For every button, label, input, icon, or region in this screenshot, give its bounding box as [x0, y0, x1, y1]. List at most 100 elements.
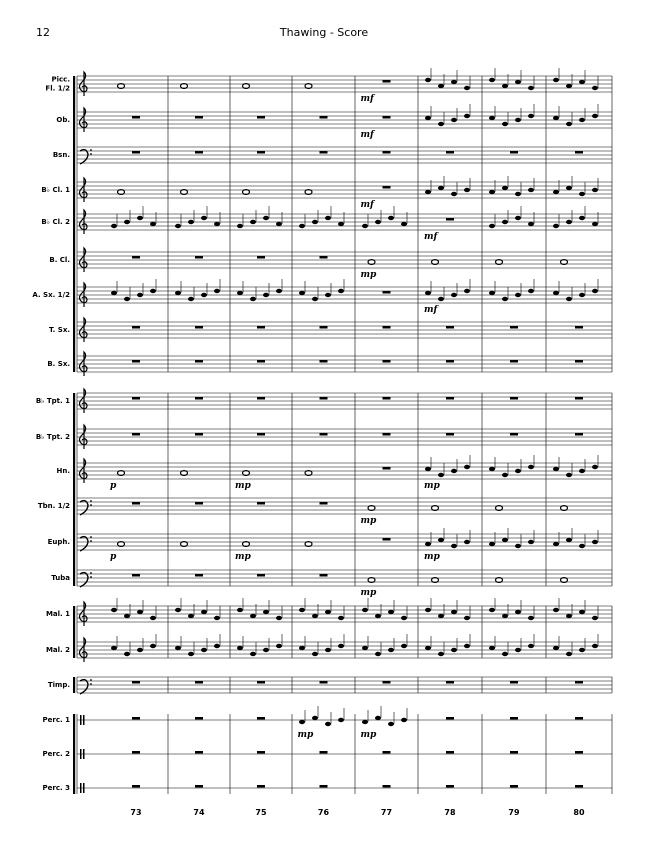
note-head [559, 576, 569, 583]
dynamic: mf [361, 94, 377, 104]
note-head [241, 470, 251, 477]
whole-rest [510, 360, 518, 363]
note-head [175, 290, 181, 296]
clef [78, 316, 88, 342]
note-head [175, 607, 181, 613]
whole-rest [510, 151, 518, 154]
note-head [464, 187, 470, 193]
note-head [312, 613, 318, 619]
dynamic: mf [424, 232, 440, 242]
note-head [528, 187, 534, 193]
whole-rest [446, 717, 454, 720]
note-head [528, 615, 534, 621]
clef [90, 153, 92, 155]
note-head [375, 613, 381, 619]
note-head [201, 215, 207, 221]
note-head [214, 615, 220, 621]
note-head [592, 643, 598, 649]
note-head [592, 539, 598, 545]
note-head [592, 615, 598, 621]
note-head [388, 609, 394, 615]
note-head [299, 645, 305, 651]
note-head [553, 223, 559, 229]
note-head [502, 219, 508, 225]
whole-rest [510, 717, 518, 720]
note-head [438, 537, 444, 543]
note-head [515, 79, 521, 85]
note-head [566, 121, 572, 127]
note-head [338, 288, 344, 294]
note-head [489, 189, 495, 195]
dynamic: mp [424, 481, 441, 491]
note-head [566, 537, 572, 543]
note-head [502, 537, 508, 543]
whole-rest [319, 116, 328, 119]
clef [90, 576, 92, 578]
measure-number: 77 [381, 808, 392, 817]
instrument-label: Perc. 2 [43, 750, 71, 758]
note-head [566, 472, 572, 478]
note-head [325, 647, 331, 653]
measure-number: 76 [318, 808, 330, 817]
instrument-label: A. Sx. 1/2 [32, 291, 70, 299]
note-head [489, 77, 495, 83]
whole-rest [195, 433, 203, 436]
note-head [592, 113, 598, 119]
whole-rest [446, 218, 454, 221]
whole-rest [319, 574, 328, 577]
note-head [451, 468, 457, 474]
measure-number: 74 [193, 808, 205, 817]
note-head [528, 539, 534, 545]
clef [78, 70, 88, 96]
whole-rest [132, 360, 140, 363]
note-head [276, 221, 282, 227]
whole-rest [575, 397, 583, 400]
note-head [579, 117, 585, 123]
whole-rest [510, 433, 518, 436]
whole-rest [319, 502, 328, 505]
note-head [553, 77, 559, 83]
note-head [388, 647, 394, 653]
clef [83, 783, 85, 793]
whole-rest [257, 116, 265, 119]
whole-rest [132, 433, 140, 436]
note-head [276, 615, 282, 621]
whole-rest [319, 326, 328, 329]
instrument-label: B♭ Cl. 1 [41, 186, 70, 194]
note-head [425, 466, 431, 472]
note-head [451, 647, 457, 653]
note-head [438, 296, 444, 302]
note-head [124, 296, 130, 302]
instrument-label: B♭ Tpt. 1 [36, 397, 70, 405]
note-head [299, 223, 305, 229]
note-head [592, 221, 598, 227]
note-head [438, 472, 444, 478]
whole-rest [510, 785, 518, 788]
whole-rest [132, 681, 140, 684]
note-head [425, 607, 431, 613]
whole-rest [319, 397, 328, 400]
whole-rest [195, 681, 203, 684]
note-head [553, 645, 559, 651]
note-head [338, 615, 344, 621]
whole-rest [382, 538, 391, 541]
note-head [489, 645, 495, 651]
note-head [553, 189, 559, 195]
whole-rest [575, 433, 583, 436]
note-head [489, 466, 495, 472]
note-head [241, 189, 251, 196]
note-head [201, 609, 207, 615]
clef [79, 148, 89, 165]
note-head [430, 576, 440, 583]
note-head [401, 615, 407, 621]
note-head [502, 651, 508, 657]
note-head [375, 651, 381, 657]
note-head [528, 288, 534, 294]
note-head [401, 643, 407, 649]
note-head [515, 468, 521, 474]
clef [90, 679, 92, 681]
note-head [325, 609, 331, 615]
note-head [553, 541, 559, 547]
dynamic: mp [361, 588, 378, 598]
whole-rest [510, 681, 518, 684]
